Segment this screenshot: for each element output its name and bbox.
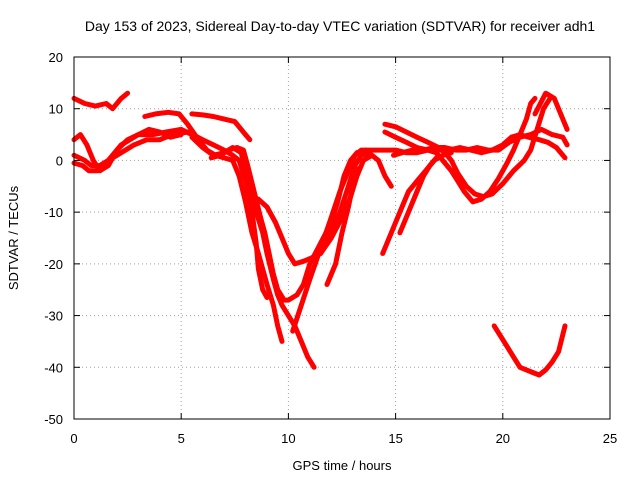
chart-title: Day 153 of 2023, Sidereal Day-to-day VTE… <box>85 18 595 34</box>
series-arc-13 <box>380 150 454 256</box>
series-arc-1 <box>71 90 131 112</box>
y-tick-label: -50 <box>44 412 63 427</box>
y-tick-label: -40 <box>44 360 63 375</box>
y-tick-label: 0 <box>56 153 63 168</box>
series-arc-3 <box>71 126 195 169</box>
x-tick-label: 20 <box>496 431 510 446</box>
y-tick-label: -30 <box>44 309 63 324</box>
series-arc-12 <box>324 165 362 287</box>
x-tick-label: 15 <box>388 431 402 446</box>
x-tick-label: 0 <box>70 431 77 446</box>
data-series <box>71 90 570 378</box>
series-arc-17 <box>391 126 570 158</box>
y-tick-label: -10 <box>44 205 63 220</box>
x-axis-label: GPS time / hours <box>293 458 392 473</box>
series-arc-6 <box>189 111 253 143</box>
plot-frame <box>73 56 611 420</box>
series-arc-14 <box>397 152 441 236</box>
series-arc-7 <box>189 134 317 370</box>
series-arc-5 <box>142 109 285 344</box>
axis-ticks: 0 5 10 15 20 25 -50 -40 -30 -20 -10 0 10 20 <box>44 50 617 446</box>
series-arc-18 <box>532 90 570 132</box>
x-tick-label: 25 <box>603 431 617 446</box>
y-tick-label: -20 <box>44 257 63 272</box>
series-arc-4 <box>71 129 270 300</box>
y-tick-label: 20 <box>49 50 63 65</box>
series-arc-19 <box>491 323 568 378</box>
series-arc-9 <box>245 150 373 267</box>
y-tick-label: 10 <box>49 102 63 117</box>
x-tick-label: 5 <box>178 431 185 446</box>
x-tick-label: 10 <box>281 431 295 446</box>
y-axis-label: SDTVAR / TECUs <box>6 185 21 290</box>
series-arc-15 <box>382 95 553 200</box>
